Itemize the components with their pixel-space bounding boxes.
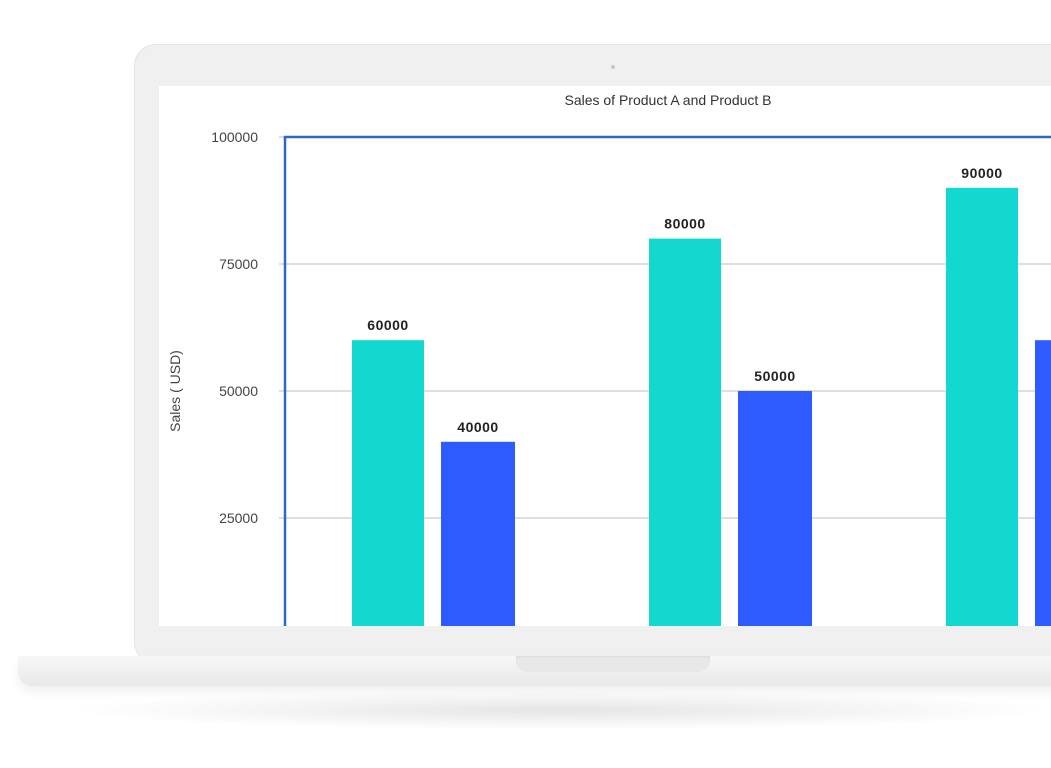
bar-chart: 100000 75000 50000 25000 60000 80000 90000 400… <box>167 92 1051 626</box>
laptop-notch <box>516 656 710 672</box>
data-label: 90000 <box>961 165 1002 181</box>
data-label: 40000 <box>457 419 498 435</box>
data-label: 80000 <box>664 216 705 232</box>
bar-series-2-group-2 <box>738 391 812 626</box>
bar-series-1-group-3 <box>946 187 1018 626</box>
y-tick-label: 50000 <box>219 383 258 399</box>
laptop-screen: 100000 75000 50000 25000 60000 80000 90000 400… <box>159 86 1051 626</box>
chart-title: Sales of Product A and Product B <box>564 92 771 108</box>
laptop-shadow <box>60 690 1051 730</box>
y-tick-labels: 100000 75000 50000 25000 <box>211 129 258 526</box>
y-tick-label: 25000 <box>219 510 258 526</box>
data-label: 50000 <box>754 368 795 384</box>
bars <box>352 187 1051 626</box>
y-tick-label: 75000 <box>219 256 258 272</box>
bar-series-2-group-1 <box>441 441 515 626</box>
camera-dot <box>611 65 615 69</box>
bar-series-1-group-2 <box>649 238 721 626</box>
bar-series-2-group-3 <box>1035 340 1051 626</box>
data-labels: 60000800009000040000500006 <box>367 165 1002 435</box>
bar-series-1-group-1 <box>352 340 424 626</box>
data-label: 60000 <box>367 317 408 333</box>
plot-frame <box>283 135 1051 626</box>
y-axis-label: Sales ( USD) <box>167 350 183 432</box>
y-tick-label: 100000 <box>211 129 258 145</box>
